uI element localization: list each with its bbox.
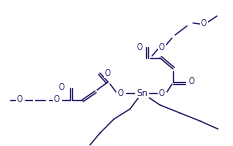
Text: O: O (118, 88, 124, 98)
Text: O: O (159, 42, 165, 52)
Text: O: O (54, 95, 60, 105)
Text: O: O (201, 20, 207, 28)
Text: O: O (105, 68, 111, 78)
Text: O: O (137, 42, 143, 52)
Text: O: O (17, 95, 23, 105)
Text: O: O (159, 88, 165, 98)
Text: O: O (189, 78, 195, 86)
Text: Sn: Sn (136, 88, 148, 98)
Text: O: O (59, 84, 65, 93)
